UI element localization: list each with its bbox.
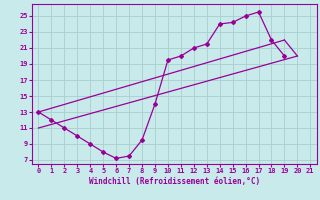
X-axis label: Windchill (Refroidissement éolien,°C): Windchill (Refroidissement éolien,°C) <box>89 177 260 186</box>
